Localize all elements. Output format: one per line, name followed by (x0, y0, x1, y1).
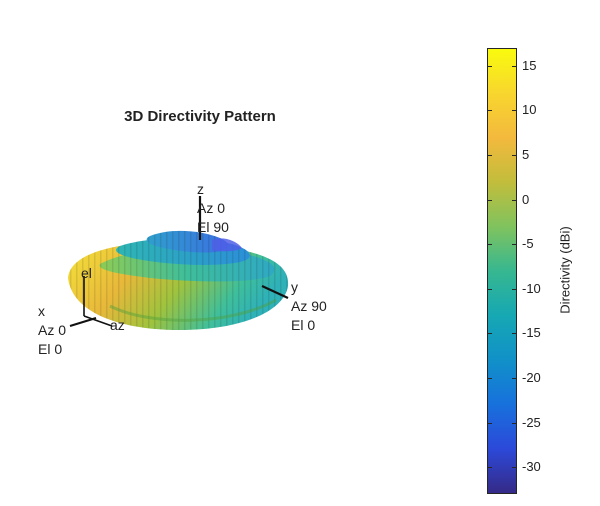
colorbar-tick-label: -15 (522, 325, 541, 341)
colorbar-tick-mark (512, 378, 517, 380)
colorbar-tick-mark-left (487, 155, 492, 157)
colorbar-tick-mark (512, 65, 517, 67)
colorbar-tick-label: -25 (522, 414, 541, 430)
colorbar-tick-label: 5 (522, 147, 530, 163)
colorbar-tick-mark-left (487, 378, 492, 380)
colorbar-tick-mark (512, 288, 517, 290)
colorbar-tick-label: -20 (522, 370, 541, 386)
y-axis-el: El 0 (291, 317, 316, 333)
y-axis-name: y (291, 279, 298, 295)
z-axis-name: z (197, 181, 204, 197)
x-axis-el: El 0 (38, 341, 63, 357)
local-el-label: el (81, 265, 92, 281)
colorbar-tick-mark-left (487, 333, 492, 335)
colorbar-tick-mark-left (487, 65, 492, 67)
colorbar-tick-label: -5 (522, 236, 534, 252)
colorbar-tick-mark-left (487, 422, 492, 424)
pattern-plot (68, 196, 289, 330)
x-axis-label: x Az 0 El 0 (38, 302, 66, 359)
z-axis-el: El 90 (197, 219, 229, 235)
colorbar (487, 48, 517, 494)
local-axes (83, 276, 113, 327)
local-az-label: az (110, 317, 125, 333)
colorbar-tick-label: -10 (522, 280, 541, 296)
colorbar-tick-mark (512, 333, 517, 335)
colorbar-tick-label: 0 (522, 191, 530, 207)
chart-title: 3D Directivity Pattern (124, 108, 276, 125)
colorbar-tick-mark (512, 422, 517, 424)
colorbar-tick-mark-left (487, 467, 492, 469)
colorbar-tick-mark-left (487, 244, 492, 246)
colorbar-tick-mark (512, 155, 517, 157)
side-lobe-3 (146, 230, 242, 253)
colorbar-tick-label: 10 (522, 102, 537, 118)
x-axis-az: Az 0 (38, 322, 67, 338)
colorbar-tick-mark-left (487, 110, 492, 112)
colorbar-tick-mark (512, 199, 517, 201)
local-az-line (83, 315, 113, 327)
y-axis-label: y Az 90 El 0 (291, 278, 327, 335)
colorbar-tick-mark (512, 244, 517, 246)
x-axis-name: x (38, 303, 45, 319)
z-axis-label: z Az 0 El 90 (197, 180, 229, 237)
colorbar-label: Directivity (dBi) (557, 226, 573, 314)
colorbar-tick-mark-left (487, 288, 492, 290)
z-axis-az: Az 0 (197, 200, 226, 216)
colorbar-tick-mark (512, 110, 517, 112)
y-axis-line (261, 285, 289, 299)
colorbar-tick-label: -30 (522, 459, 541, 475)
y-axis-az: Az 90 (291, 298, 327, 314)
colorbar-tick-mark-left (487, 199, 492, 201)
colorbar-tick-mark (512, 467, 517, 469)
colorbar-tick-label: 15 (522, 57, 537, 73)
